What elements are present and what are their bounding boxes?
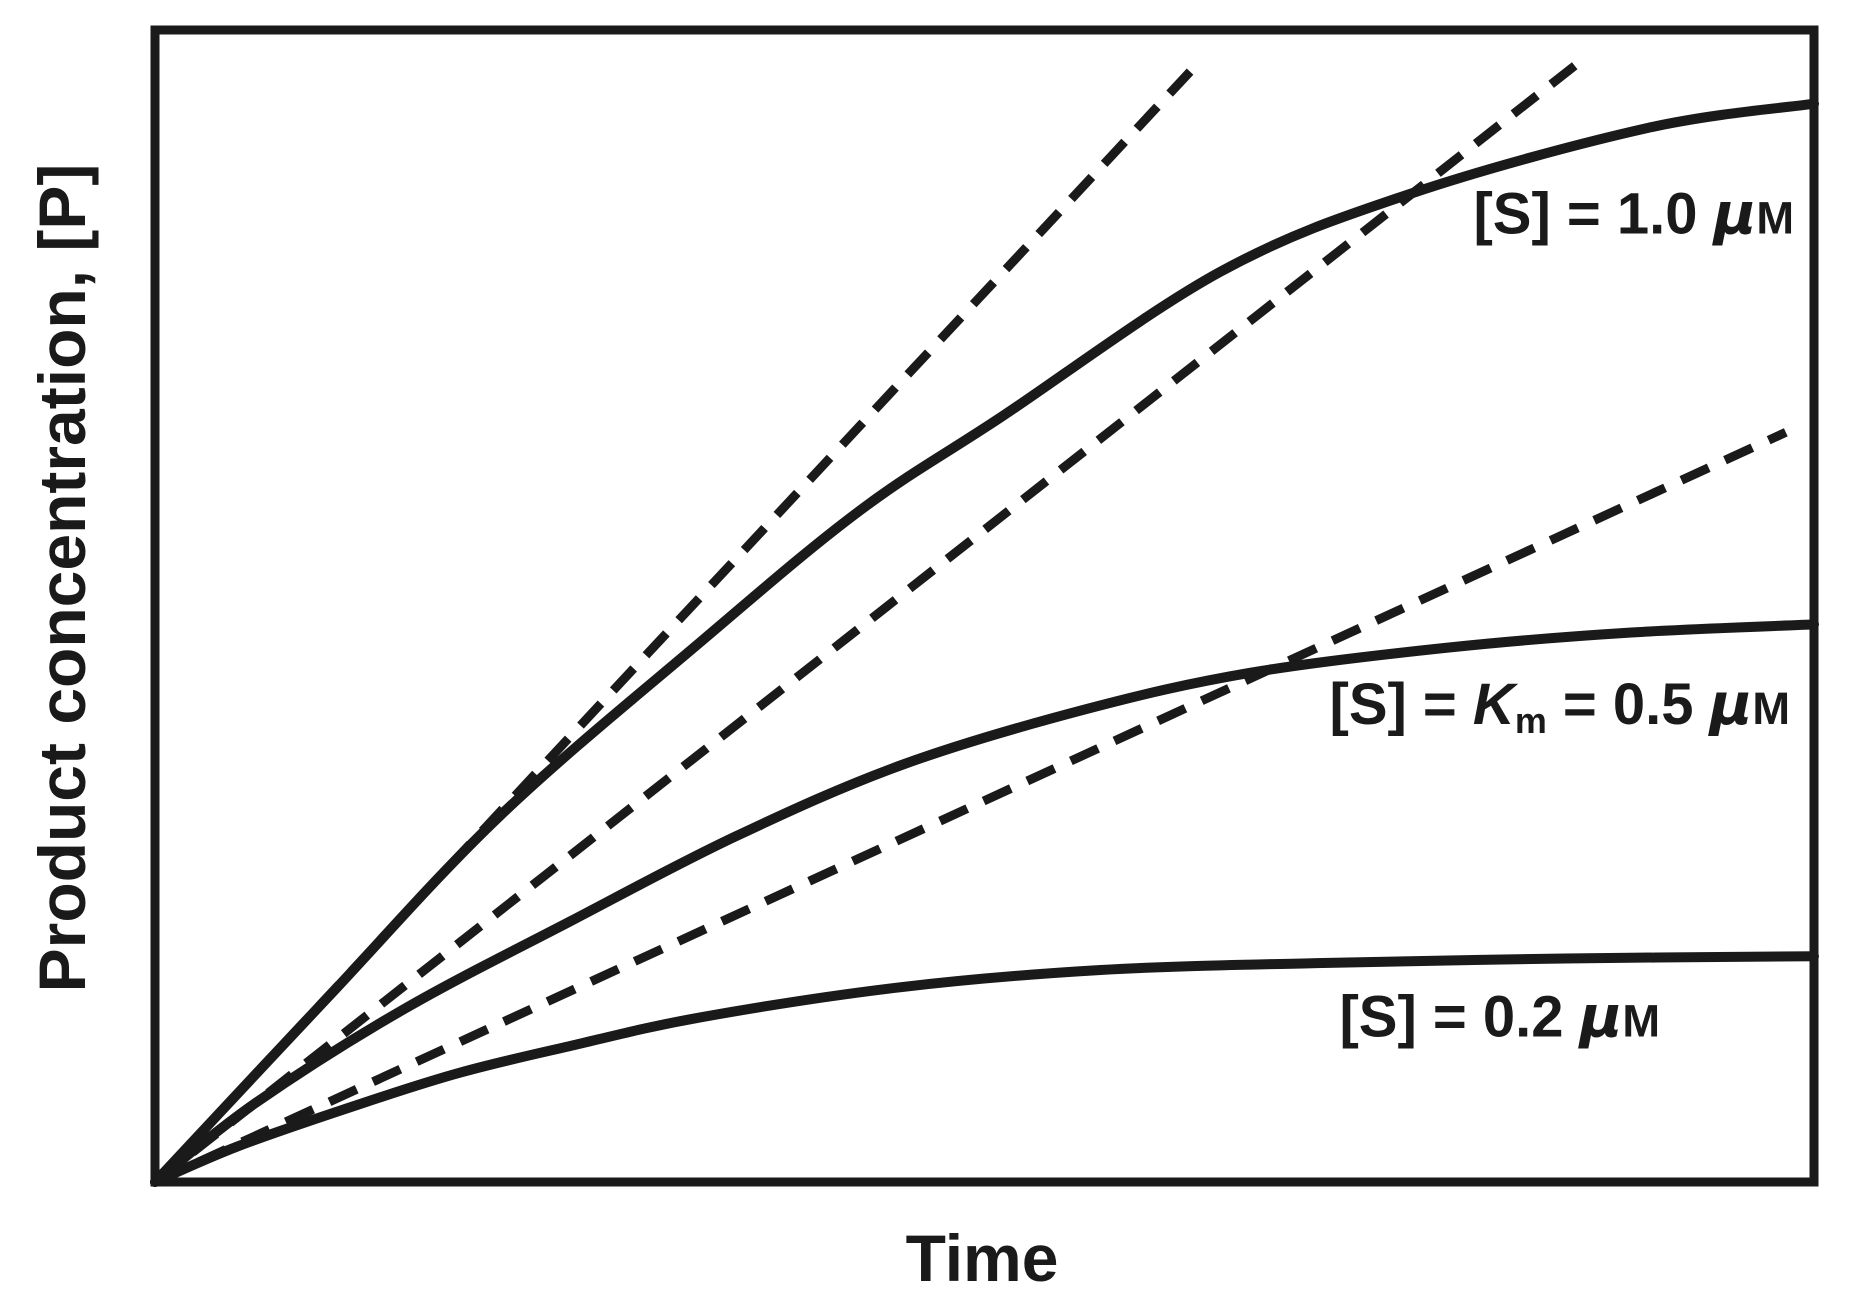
y-axis-label: Product concentration, [P] <box>25 163 99 993</box>
molar-unit: M <box>1752 683 1790 735</box>
km-subscript: m <box>1514 700 1547 742</box>
mu-symbol: μ <box>1713 179 1757 248</box>
mu-symbol: μ <box>1579 982 1623 1051</box>
initial-velocity-tangent-s-1.0uM <box>151 68 1194 1186</box>
curve-label-s-0.5: [S] = Km = 0.5 μM <box>1330 675 1791 739</box>
progress-curve-s-0.2uM <box>150 951 1819 1187</box>
initial-velocity-tangent-s-0.2uM <box>153 428 1788 1187</box>
label-text: [S] = 1.0 <box>1473 181 1714 247</box>
molar-unit: M <box>1622 995 1660 1047</box>
initial-velocity-tangent-s-0.5uM <box>152 61 1579 1186</box>
label-text: [S] = 0.2 <box>1339 984 1580 1050</box>
plot-frame <box>150 25 1819 1187</box>
label-text: = 0.5 <box>1546 672 1710 738</box>
progress-curve-s-0.5uM <box>150 619 1819 1187</box>
mu-symbol: μ <box>1709 670 1753 739</box>
km-symbol: K <box>1472 672 1515 738</box>
x-axis-label: Time <box>905 1221 1059 1295</box>
curve-label-s-0.2: [S] = 0.2 μM <box>1339 988 1660 1047</box>
label-text: [S] = <box>1329 672 1473 738</box>
molar-unit: M <box>1756 192 1794 244</box>
curve-label-s-1.0: [S] = 1.0 μM <box>1473 185 1794 244</box>
